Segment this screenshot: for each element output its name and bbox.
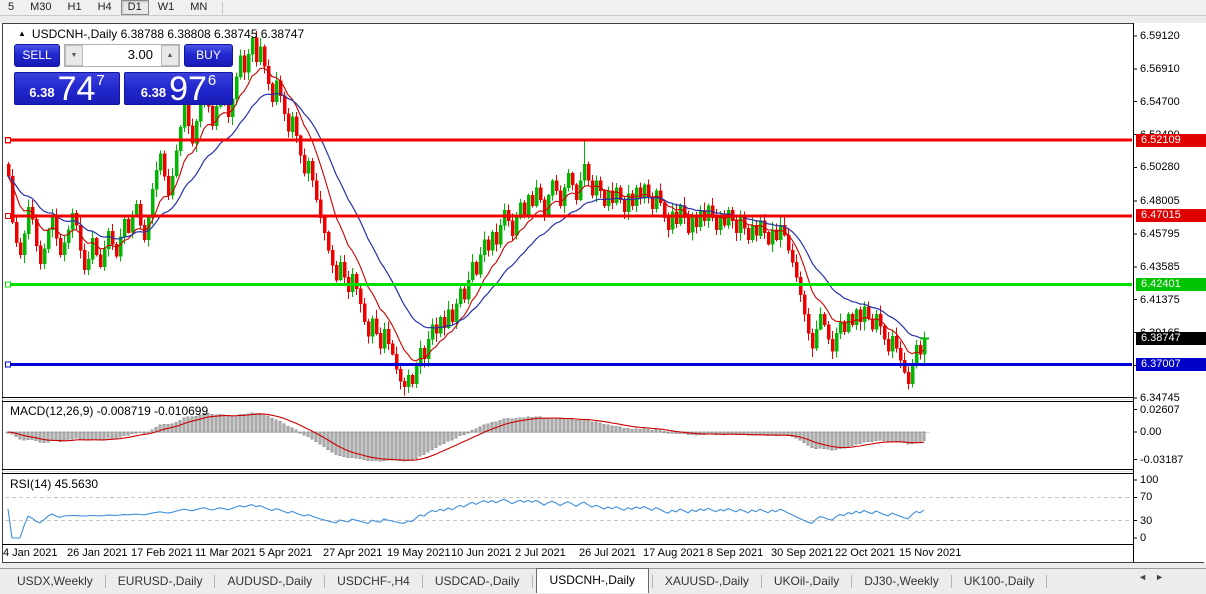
rsi-label: RSI(14) 45.5630 [10,477,98,491]
time-axis-label: 22 Oct 2021 [835,547,895,559]
time-axis-label: 19 May 2021 [387,547,451,559]
timeframe-button-h4[interactable]: H4 [97,1,112,13]
price-axis-label: 6.54700 [1140,95,1180,108]
rsi-axis-label: 30 [1140,514,1153,527]
timeframe-button-m30[interactable]: M30 [30,1,52,13]
buy-price-main: 97 [169,70,207,108]
rsi-axis-label: 100 [1140,474,1159,486]
buy-button[interactable]: BUY [184,44,233,67]
last-price-badge: 6.38747 [1136,332,1206,346]
tab-eurusd-daily[interactable]: EURUSD-,Daily [117,574,203,588]
chart-title: ▲ USDCNH-,Daily 6.38788 6.38808 6.38745 6… [18,27,304,41]
time-axis-label: 4 Jan 2021 [3,547,58,559]
buy-price-prefix: 6.38 [140,85,167,100]
sell-price-display[interactable]: 6.38 74 7 [14,70,121,108]
price-axis-label: 6.50280 [1140,161,1180,174]
price-badge-resistance-line-upper: 6.52109 [1136,133,1206,147]
tab-separator [851,574,853,588]
collapse-panel-icon[interactable]: ▲ [18,29,26,38]
buy-price-pip: 6 [207,72,217,89]
tab-audusd-daily[interactable]: AUDUSD-,Daily [227,574,313,588]
time-axis-label: 30 Sep 2021 [771,547,834,559]
rsi-name: RSI(14) [10,477,52,491]
tab-scroll-left-icon[interactable]: ◄ [1138,572,1156,582]
time-axis-label: 11 Mar 2021 [195,547,256,559]
macd-name: MACD(12,26,9) [10,404,94,418]
tab-scroll-arrows: ◄► [1138,572,1172,582]
one-click-trade-panel: SELL ▼ 3.00 ▲ BUY 6.38 74 7 6.38 97 6 [14,44,233,108]
macd-axis-label: 0.02607 [1140,403,1180,416]
timeframe-button-d1[interactable]: D1 [120,0,149,15]
time-axis-label: 27 Apr 2021 [323,547,383,559]
rsi-axis-label: 70 [1140,491,1153,504]
time-axis-label: 26 Jul 2021 [579,547,636,559]
timeframe-button-h1[interactable]: H1 [67,1,82,13]
tab-usdx-weekly[interactable]: USDX,Weekly [17,574,93,588]
tab-usdcnh-daily[interactable]: USDCNH-,Daily [535,567,649,593]
timeframe-toolbar: 5 M30 H1 H4 D1 W1 MN [0,0,1206,16]
tab-separator [651,574,653,588]
price-axis-label: 6.41375 [1140,293,1180,306]
tab-separator [1046,574,1048,588]
macd-axis-label: 0.00 [1140,426,1162,438]
tab-uk100-daily[interactable]: UK100-,Daily [963,574,1035,588]
volume-increase-icon[interactable]: ▲ [161,45,179,66]
rsi-value: 45.5630 [54,477,99,491]
chart-title-symbol: USDCNH-,Daily [31,27,118,41]
timeframe-button-5[interactable]: 5 [8,1,15,13]
tab-dj30-weekly[interactable]: DJ30-,Weekly [864,574,939,588]
tab-scroll-right-icon[interactable]: ► [1155,572,1172,582]
price-axis-label: 6.43585 [1140,260,1180,273]
tab-usdchf-h4[interactable]: USDCHF-,H4 [337,574,410,588]
sell-price-prefix: 6.38 [29,85,55,100]
tab-separator [104,574,106,588]
tab-separator [214,574,216,588]
time-axis-label: 5 Apr 2021 [259,547,313,559]
rsi-axis-label: 0 [1140,532,1147,544]
toolbar-separator [222,1,224,14]
price-axis-label: 6.34745 [1140,392,1180,405]
time-axis-label: 10 Jun 2021 [451,547,512,559]
tab-separator [421,574,423,588]
price-axis-label: 6.48005 [1140,195,1180,208]
tab-xauusd-daily[interactable]: XAUUSD-,Daily [664,574,749,588]
sell-button[interactable]: SELL [14,44,60,67]
volume-decrease-icon[interactable]: ▼ [65,45,83,66]
symbol-tab-strip: USDX,Weekly EURUSD-,Daily AUDUSD-,Daily USD… [0,567,1206,593]
time-axis-label: 17 Feb 2021 [131,547,193,559]
sell-price-main: 74 [57,70,96,108]
chart-title-ohlc: 6.38788 6.38808 6.38745 6.38747 [120,27,305,41]
time-axis-label: 17 Aug 2021 [643,547,705,559]
time-axis-label: 2 Jul 2021 [515,547,566,559]
price-axis-label: 6.45795 [1140,228,1180,240]
buy-price-display[interactable]: 6.38 97 6 [124,70,233,108]
timeframe-button-mn[interactable]: MN [190,1,208,13]
macd-label: MACD(12,26,9) -0.008719 -0.010699 [10,404,208,418]
tab-separator [531,574,533,588]
price-badge-support-line-green: 6.42401 [1136,277,1206,291]
timeframe-button-w1[interactable]: W1 [157,1,175,13]
macd-values: -0.008719 -0.010699 [96,404,209,418]
price-axis-label: 6.56910 [1140,62,1180,75]
price-badge-resistance-line-lower: 6.47015 [1136,209,1206,223]
time-axis-label: 8 Sep 2021 [707,547,764,559]
price-badge-support-line-blue: 6.37007 [1136,358,1206,371]
tab-separator [950,574,952,588]
tab-ukoil-daily[interactable]: UKOil-,Daily [773,574,840,588]
tab-separator [324,574,326,588]
tab-usdcad-daily[interactable]: USDCAD-,Daily [434,574,520,588]
sell-price-pip: 7 [96,72,105,89]
time-axis-label: 15 Nov 2021 [899,547,962,559]
macd-axis-label: -0.03187 [1140,453,1184,466]
volume-spinner: ▼ 3.00 ▲ [64,44,180,67]
price-axis-label: 6.59120 [1140,30,1180,43]
time-axis-label: 26 Jan 2021 [67,547,128,559]
tab-separator [760,574,762,588]
volume-input[interactable]: 3.00 [83,45,161,66]
